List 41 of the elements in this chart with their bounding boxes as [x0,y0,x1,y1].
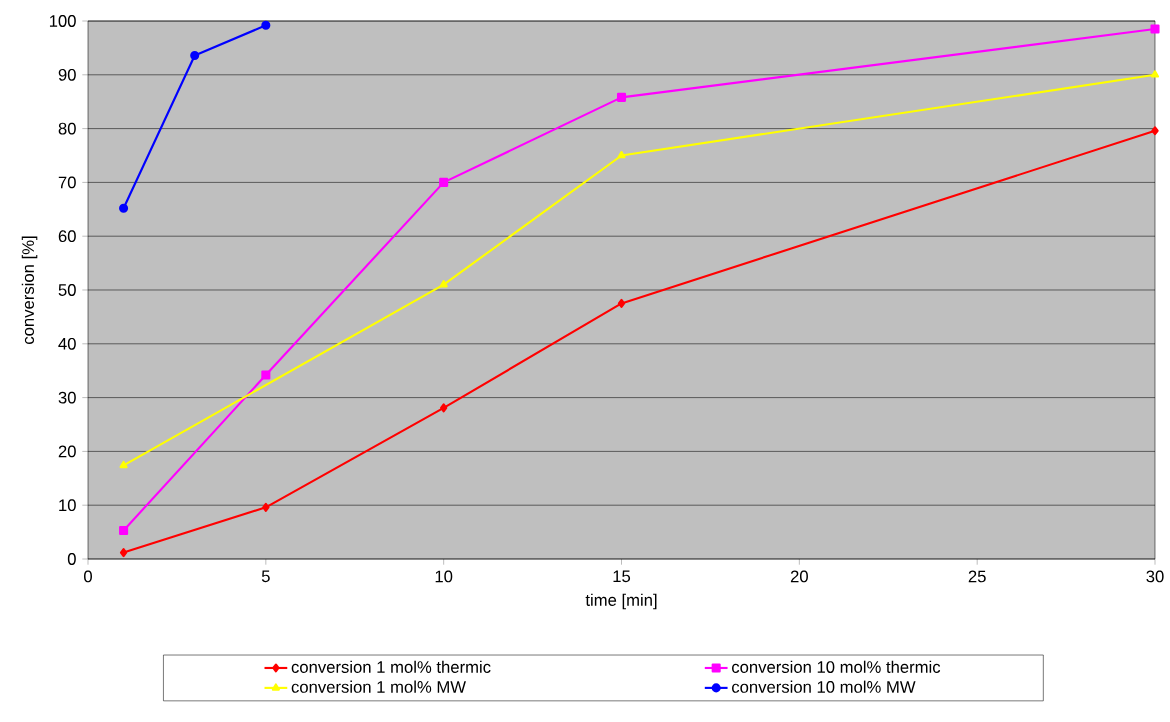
x-tick-label: 25 [968,570,986,583]
point [616,92,627,102]
x-tick-label: 20 [790,570,808,583]
y-tick-label: 70 [58,176,76,189]
point [1150,70,1160,78]
y-axis-title: conversion [%] [21,236,38,344]
point [439,280,448,288]
point [261,370,271,380]
y-tick-label: 0 [67,553,76,565]
x-axis-title: time [min] [585,593,657,610]
y-tick-label: 10 [59,499,76,512]
legend-label: conversion 10 mol% thermic [732,660,941,673]
point [1150,24,1160,34]
y-tick-label: 30 [58,391,76,404]
y-tick-label: 80 [58,122,76,135]
y-tick-label: 100 [49,15,76,27]
x-tick-label: 0 [84,570,92,583]
x-tick-label: 10 [435,570,453,583]
y-tick-label: 20 [58,445,76,458]
legend-label: conversion 10 mol% MW [732,680,916,693]
point [440,403,448,413]
y-tick-label: 50 [58,284,76,296]
y-tick-label: 60 [58,230,76,243]
point [119,525,129,536]
point [439,177,449,187]
x-tick-label: 30 [1146,570,1164,583]
legend-label: conversion 1 mol% thermic [291,660,491,673]
point [119,460,128,469]
point [119,548,128,558]
x-tick-label: 5 [261,570,270,583]
point [617,298,626,308]
point [119,203,129,213]
point [261,20,271,30]
point [1151,126,1159,136]
y-tick-label: 90 [58,68,76,81]
point [190,50,200,60]
x-tick-label: 15 [613,570,631,583]
point [262,502,270,512]
legend-label: conversion 1 mol% MW [291,680,466,693]
y-tick-label: 40 [58,337,76,350]
point [617,150,626,159]
